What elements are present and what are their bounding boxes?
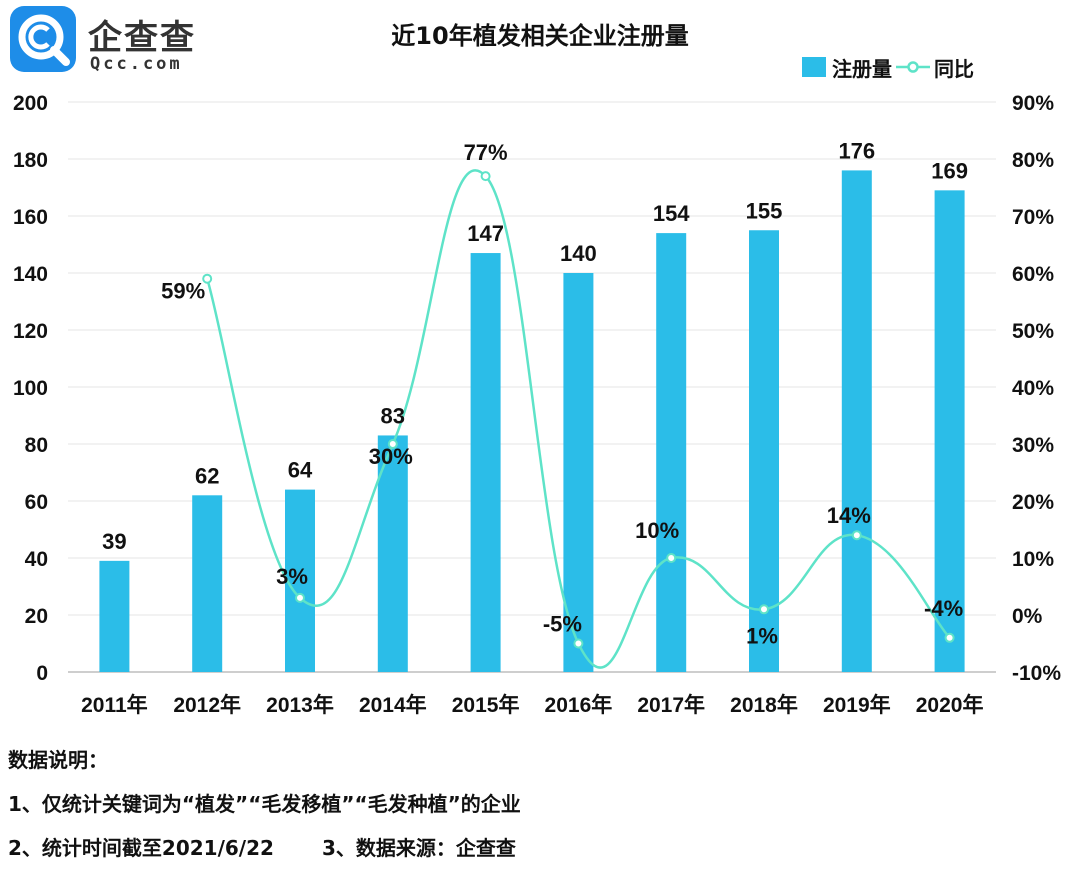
bar: [285, 489, 315, 672]
y2-tick-label: 90%: [1012, 92, 1054, 115]
yoy-point: [202, 273, 213, 284]
yoy-point: [666, 553, 677, 563]
x-tick-label: 2018年: [730, 693, 798, 717]
y-tick-label: 200: [13, 92, 48, 115]
bar-value-label: 140: [560, 241, 597, 266]
bar-value-label: 169: [931, 158, 968, 183]
yoy-value-label: 77%: [464, 140, 508, 165]
y-tick-label: 120: [13, 320, 48, 343]
y2-tick-label: 20%: [1012, 491, 1054, 514]
x-tick-label: 2015年: [452, 693, 520, 717]
bar: [934, 190, 965, 672]
yoy-value-label: 3%: [276, 564, 308, 589]
y-tick-label: 0: [36, 662, 48, 685]
note-cutoff-date: 2、统计时间截至2021/6/22: [8, 836, 274, 860]
legend-line-label: 同比: [934, 56, 974, 81]
y-tick-label: 160: [13, 206, 48, 229]
yoy-point: [573, 638, 584, 649]
magnifier-icon: [18, 14, 70, 66]
yoy-point: [295, 592, 305, 603]
y2-tick-label: 50%: [1012, 320, 1054, 343]
y2-tick-label: -10%: [1012, 662, 1061, 685]
bar-value-label: 154: [653, 201, 690, 226]
yoy-value-label: 30%: [369, 444, 413, 469]
y-tick-label: 20: [25, 605, 48, 628]
y2-tick-label: 80%: [1012, 149, 1054, 172]
logo-text-en: Qcc.com: [90, 54, 183, 74]
y2-tick-label: 0%: [1012, 605, 1043, 628]
logo-badge: [10, 6, 76, 72]
x-tick-label: 2020年: [916, 693, 984, 717]
bar: [99, 560, 130, 672]
yoy-value-label: 59%: [161, 279, 205, 304]
logo-text-cn: 企查查: [88, 18, 196, 58]
y2-tick-label: 30%: [1012, 434, 1054, 457]
y-tick-label: 40: [25, 548, 48, 571]
bar: [841, 170, 872, 672]
yoy-value-label: -5%: [543, 612, 582, 637]
bar-value-label: 147: [467, 221, 504, 246]
y-tick-label: 60: [25, 491, 48, 514]
bar-value-label: 176: [838, 138, 875, 163]
bar-value-label: 39: [102, 529, 126, 554]
yoy-point: [944, 632, 955, 643]
data-notes: 数据说明： 1、仅统计关键词为“植发”“毛发移植”“毛发种植”的企业 2、统计时…: [8, 738, 521, 870]
y2-tick-label: 40%: [1012, 377, 1054, 400]
y-tick-label: 80: [25, 434, 48, 457]
legend: 注册量 同比: [802, 54, 974, 81]
yoy-point: [851, 530, 862, 541]
bar-value-label: 83: [381, 403, 405, 428]
legend-bar-label: 注册量: [832, 56, 892, 81]
bar: [656, 233, 687, 672]
qcc-logo: 企查查 Qcc.com: [10, 6, 210, 76]
legend-bar-swatch: [802, 57, 826, 77]
y-tick-label: 140: [13, 263, 48, 286]
y2-tick-label: 70%: [1012, 206, 1054, 229]
bar: [563, 273, 594, 672]
yoy-value-label: -4%: [924, 596, 963, 621]
chart-title: 近10年植发相关企业注册量: [391, 22, 689, 50]
note-line-1: 1、仅统计关键词为“植发”“毛发移植”“毛发种植”的企业: [8, 792, 521, 816]
x-tick-label: 2017年: [637, 693, 705, 717]
y2-tick-label: 10%: [1012, 548, 1054, 571]
legend-line-swatch: [896, 61, 930, 73]
note-source: 3、数据来源：企查查: [321, 836, 516, 860]
note-line-2: 2、统计时间截至2021/6/22 3、数据来源：企查查: [8, 826, 521, 870]
yoy-point: [759, 604, 769, 615]
bar: [192, 495, 223, 672]
bar-value-label: 62: [195, 463, 219, 488]
bar: [749, 230, 779, 672]
x-tick-label: 2012年: [173, 693, 241, 717]
bar-value-label: 64: [288, 458, 313, 483]
x-tick-label: 2019年: [823, 693, 891, 717]
notes-heading: 数据说明：: [8, 748, 108, 772]
y-tick-label: 180: [13, 149, 48, 172]
y-tick-label: 100: [13, 377, 48, 400]
x-tick-label: 2016年: [545, 693, 613, 717]
combo-chart: 0 20 40 60 80 100 120 140 160 180 200 -10% 0% 10% 20% 3…: [13, 92, 1061, 717]
x-tick-label: 2013年: [266, 693, 334, 717]
x-tick-label: 2014年: [359, 693, 427, 717]
bar: [377, 435, 408, 672]
y2-tick-label: 60%: [1012, 263, 1054, 286]
x-tick-label: 2011年: [81, 693, 148, 717]
yoy-value-label: 1%: [746, 623, 778, 648]
yoy-value-label: 14%: [827, 503, 871, 528]
yoy-point: [480, 171, 491, 182]
yoy-value-label: 10%: [635, 518, 679, 543]
yoy-line: [205, 169, 951, 669]
yoy-point: [387, 439, 398, 449]
bar: [470, 253, 501, 673]
bar-value-label: 155: [746, 198, 783, 223]
